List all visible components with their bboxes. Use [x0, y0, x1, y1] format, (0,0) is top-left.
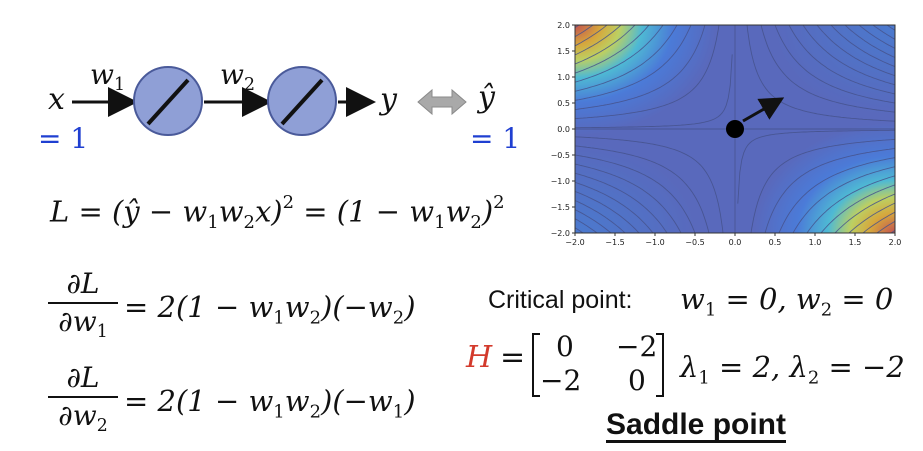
grad2-numerator: ∂L	[66, 361, 100, 394]
contour-line	[760, 25, 895, 113]
contour-line	[575, 25, 594, 38]
contour-line	[575, 154, 696, 233]
y-tick-label: −2.0	[551, 229, 570, 238]
network-diagram	[72, 66, 467, 136]
y-tick-label: −1.0	[551, 177, 570, 186]
contour-line	[858, 25, 895, 49]
contour-line	[883, 249, 895, 250]
contour-line	[575, 172, 668, 233]
input-label: x	[48, 82, 65, 117]
contour-line	[575, 15, 599, 19]
contour-line	[848, 202, 895, 233]
x-tick-label: 0.5	[769, 238, 782, 247]
contour-line	[764, 148, 895, 233]
weight2-label: w2	[220, 58, 256, 96]
contour-line	[737, 129, 895, 204]
contour-line	[750, 138, 895, 233]
contour-line	[575, 25, 622, 56]
loss-equation: L = (ŷ − w1w2x)2 = (1 − w1w2)2	[50, 192, 505, 233]
x-tick-label: −1.0	[645, 238, 664, 247]
hessian-m21: −2	[540, 364, 582, 397]
x-tick-label: 0.0	[729, 238, 742, 247]
critical-point-equation: w1 = 0, w2 = 0	[680, 282, 894, 321]
contour-line	[869, 15, 895, 21]
grad2-rhs: = 2(1 − w1w2)(−w1)	[124, 384, 416, 423]
y-tick-label: 1.5	[557, 47, 570, 56]
contour-line	[575, 54, 733, 129]
hessian-brackets	[532, 333, 664, 397]
contour-line	[575, 25, 636, 65]
hessian-m22: 0	[628, 364, 646, 397]
x-tick-label: 1.5	[849, 238, 862, 247]
contour-line	[876, 220, 895, 233]
contour-line	[575, 25, 706, 110]
contour-line	[778, 157, 895, 233]
contour-line	[575, 25, 608, 47]
output-label: y	[380, 82, 397, 117]
contour-line	[820, 184, 895, 233]
grad1-rhs: = 2(1 − w1w2)(−w2)	[124, 290, 416, 329]
x-tick-label: −2.0	[565, 238, 584, 247]
contour-plot: −2.0 −1.5 −1.0 −0.5 0.0 0.5 1.0 1.5 2.0 2.0 1.5 1.0…	[551, 15, 902, 250]
target-value: = 1	[470, 122, 521, 155]
hessian-m12: −2	[616, 330, 658, 363]
input-value: = 1	[38, 122, 89, 155]
grad2-denominator: ∂w2	[58, 399, 108, 437]
contour-line	[844, 25, 895, 58]
y-tick-label: −0.5	[551, 151, 570, 160]
contour-line	[834, 193, 895, 233]
hessian-m11: 0	[556, 330, 574, 363]
target-label: ŷ	[478, 80, 495, 115]
contour-line	[575, 145, 710, 233]
hessian-symbol: H	[466, 340, 493, 375]
contour-line	[788, 25, 895, 95]
eigenvalues: λ1 = 2, λ2 = −2	[680, 350, 905, 389]
contour-line	[830, 25, 895, 68]
plot-area	[575, 15, 895, 250]
x-tick-label: 1.0	[809, 238, 822, 247]
contour-line	[872, 25, 895, 40]
grad1-numerator: ∂L	[66, 267, 100, 300]
y-tick-label: 1.0	[557, 73, 570, 82]
contour-line	[575, 218, 598, 233]
contour-line	[746, 25, 895, 122]
x-tick-label: −0.5	[685, 238, 704, 247]
contour-line	[802, 25, 895, 86]
grad2-fraction: ∂L ∂w2	[48, 362, 118, 442]
saddle-point-label: Saddle point	[606, 408, 786, 441]
contour-line	[575, 25, 650, 74]
y-tick-label: 0.0	[557, 125, 570, 134]
contour-line	[575, 25, 720, 120]
contour-line	[575, 25, 692, 101]
contour-line	[575, 190, 640, 233]
y-tick-label: −1.5	[551, 203, 570, 212]
neuron-1-activation-icon	[146, 78, 190, 126]
grad1-denominator: ∂w1	[58, 305, 108, 343]
neuron-2-activation-icon	[280, 78, 324, 126]
contour-line	[862, 211, 895, 233]
y-tick-label: 2.0	[557, 21, 570, 30]
double-arrow-icon	[417, 88, 467, 116]
hessian-equals: =	[500, 340, 526, 375]
x-tick-label: 2.0	[889, 238, 902, 247]
critical-point-label: Critical point:	[488, 286, 633, 314]
contour-line	[774, 25, 895, 104]
grad1-fraction: ∂L ∂w1	[48, 268, 118, 348]
contour-line	[575, 227, 584, 233]
weight1-label: w1	[90, 58, 126, 96]
gradient-arrow-icon	[742, 97, 785, 123]
contour-line	[792, 166, 895, 233]
x-tick-label: −1.5	[605, 238, 624, 247]
contour-line	[575, 136, 724, 233]
contour-line	[886, 25, 895, 31]
contour-line	[575, 209, 612, 233]
contour-line	[575, 200, 626, 233]
contour-line	[806, 175, 895, 233]
critical-point-marker	[726, 120, 744, 138]
contour-line	[575, 25, 664, 83]
contour-line	[575, 25, 678, 92]
y-tick-label: 0.5	[557, 99, 570, 108]
contour-line	[575, 163, 682, 233]
